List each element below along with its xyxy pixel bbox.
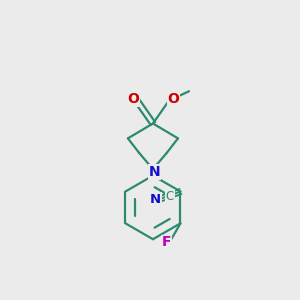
Text: O: O xyxy=(167,92,179,106)
Text: C: C xyxy=(166,190,174,203)
Text: F: F xyxy=(162,235,171,249)
Text: N: N xyxy=(150,193,161,206)
Text: N: N xyxy=(148,165,160,179)
Text: O: O xyxy=(128,92,139,106)
